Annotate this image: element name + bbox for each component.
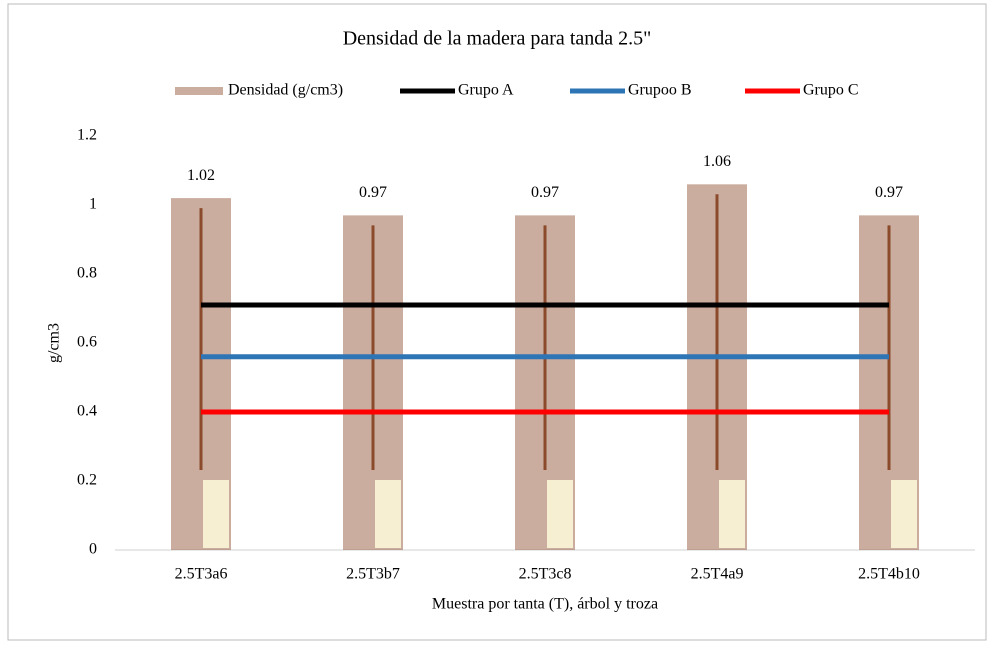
legend-label: Grupoo B bbox=[628, 82, 692, 99]
chart-border bbox=[8, 4, 986, 640]
y-tick-label: 1.2 bbox=[77, 127, 97, 144]
y-tick-label: 0.6 bbox=[77, 334, 97, 351]
label-card bbox=[891, 480, 917, 548]
data-label: 0.97 bbox=[531, 184, 559, 201]
label-card bbox=[719, 480, 745, 548]
y-tick-label: 0.4 bbox=[77, 403, 97, 420]
legend-marker bbox=[175, 87, 223, 95]
x-tick-label: 2.5T3a6 bbox=[175, 566, 228, 583]
data-label: 1.06 bbox=[703, 153, 731, 170]
legend-label: Densidad (g/cm3) bbox=[228, 82, 343, 99]
data-label: 0.97 bbox=[359, 184, 387, 201]
chart-title: Densidad de la madera para tanda 2.5" bbox=[343, 28, 652, 50]
data-label: 1.02 bbox=[187, 167, 215, 184]
y-tick-label: 0.2 bbox=[77, 472, 97, 489]
label-card bbox=[203, 480, 229, 548]
y-tick-label: 1 bbox=[89, 196, 97, 213]
y-axis-title: g/cm3 bbox=[46, 323, 63, 363]
data-label: 0.97 bbox=[875, 184, 903, 201]
x-tick-label: 2.5T3c8 bbox=[519, 566, 572, 583]
y-tick-label: 0.8 bbox=[77, 265, 97, 282]
legend-label: Grupo A bbox=[458, 82, 514, 99]
x-tick-label: 2.5T4b10 bbox=[858, 566, 920, 583]
y-tick-label: 0 bbox=[89, 541, 97, 558]
x-tick-label: 2.5T3b7 bbox=[346, 566, 400, 583]
label-card bbox=[547, 480, 573, 548]
chart: Densidad de la madera para tanda 2.5" Mu… bbox=[0, 0, 994, 644]
x-tick-label: 2.5T4a9 bbox=[691, 566, 744, 583]
legend-label: Grupo C bbox=[803, 82, 859, 99]
x-axis-title: Muestra por tanta (T), árbol y troza bbox=[432, 596, 658, 613]
label-card bbox=[375, 480, 401, 548]
